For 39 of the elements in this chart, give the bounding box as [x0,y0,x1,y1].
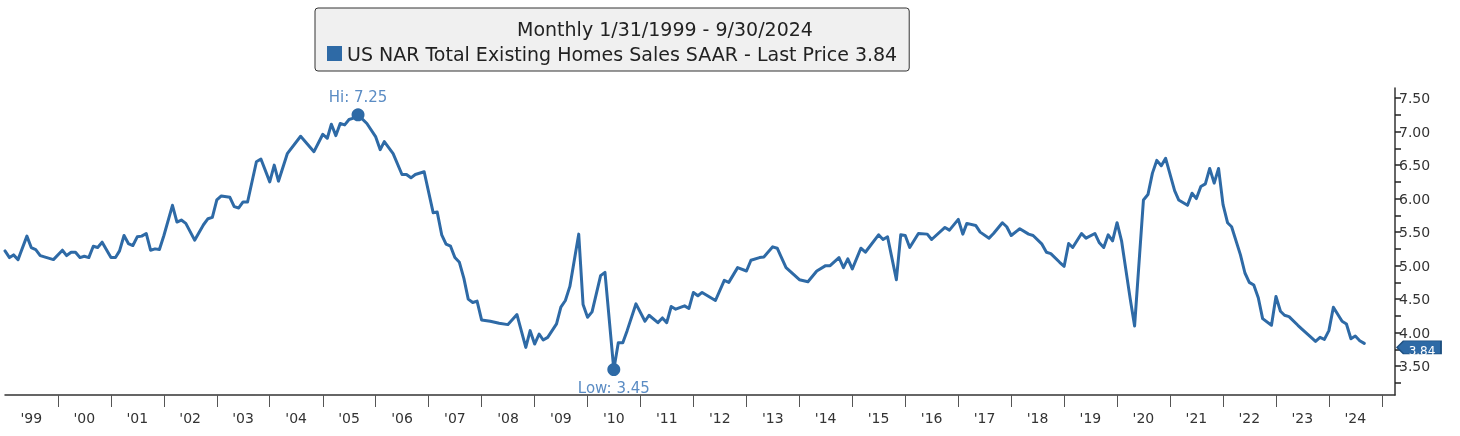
y-tick-label: 4.50 [1399,291,1431,308]
y-tick-label: 7.00 [1399,123,1431,140]
x-tick-label: '09 [550,410,572,426]
x-tick-label: '02 [179,410,201,426]
x-tick-label: '03 [232,410,254,426]
y-tick-label: 6.00 [1399,190,1431,207]
x-tick-label: '18 [1026,410,1049,426]
x-tick-label: '23 [1291,410,1314,426]
x-tick-label: '04 [285,410,308,426]
x-tick-label: '17 [973,410,996,426]
x-tick-label: '19 [1079,410,1102,426]
x-tick-label: '99 [20,410,43,426]
x-tick-label: '06 [391,410,413,426]
x-tick-label: '01 [126,410,149,426]
y-tick-label: 7.50 [1399,90,1431,107]
x-tick-label: '15 [867,410,890,426]
x-tick-label: '22 [1238,410,1261,426]
x-tick-label: '05 [338,410,360,426]
x-tick-label: '16 [920,410,943,426]
y-tick-label: 6.50 [1399,157,1431,174]
x-tick-label: '12 [708,410,731,426]
chart-title: Monthly 1/31/1999 - 9/30/2024 [517,17,813,40]
x-tick-label: '20 [1132,410,1155,426]
x-tick-label: '24 [1344,410,1367,426]
legend-label: US NAR Total Existing Homes Sales SAAR - Last Price 3.84 [347,42,898,65]
x-tick-label: '11 [655,410,678,426]
x-tick-label: '13 [761,410,784,426]
y-tick-label: 3.50 [1399,358,1431,375]
y-tick-label: 4.00 [1399,324,1431,341]
x-tick-label: '00 [73,410,96,426]
y-tick-label: 5.50 [1399,224,1431,241]
x-tick-label: '21 [1185,410,1208,426]
annotation: Hi: 7.25 [328,87,388,106]
x-tick-label: '08 [497,410,519,426]
y-tick-label: 5.00 [1399,257,1431,274]
x-tick-label: '10 [602,410,625,426]
annotation: Low: 3.45 [577,378,650,397]
x-tick-label: '07 [444,410,466,426]
x-tick-label: '14 [814,410,837,426]
